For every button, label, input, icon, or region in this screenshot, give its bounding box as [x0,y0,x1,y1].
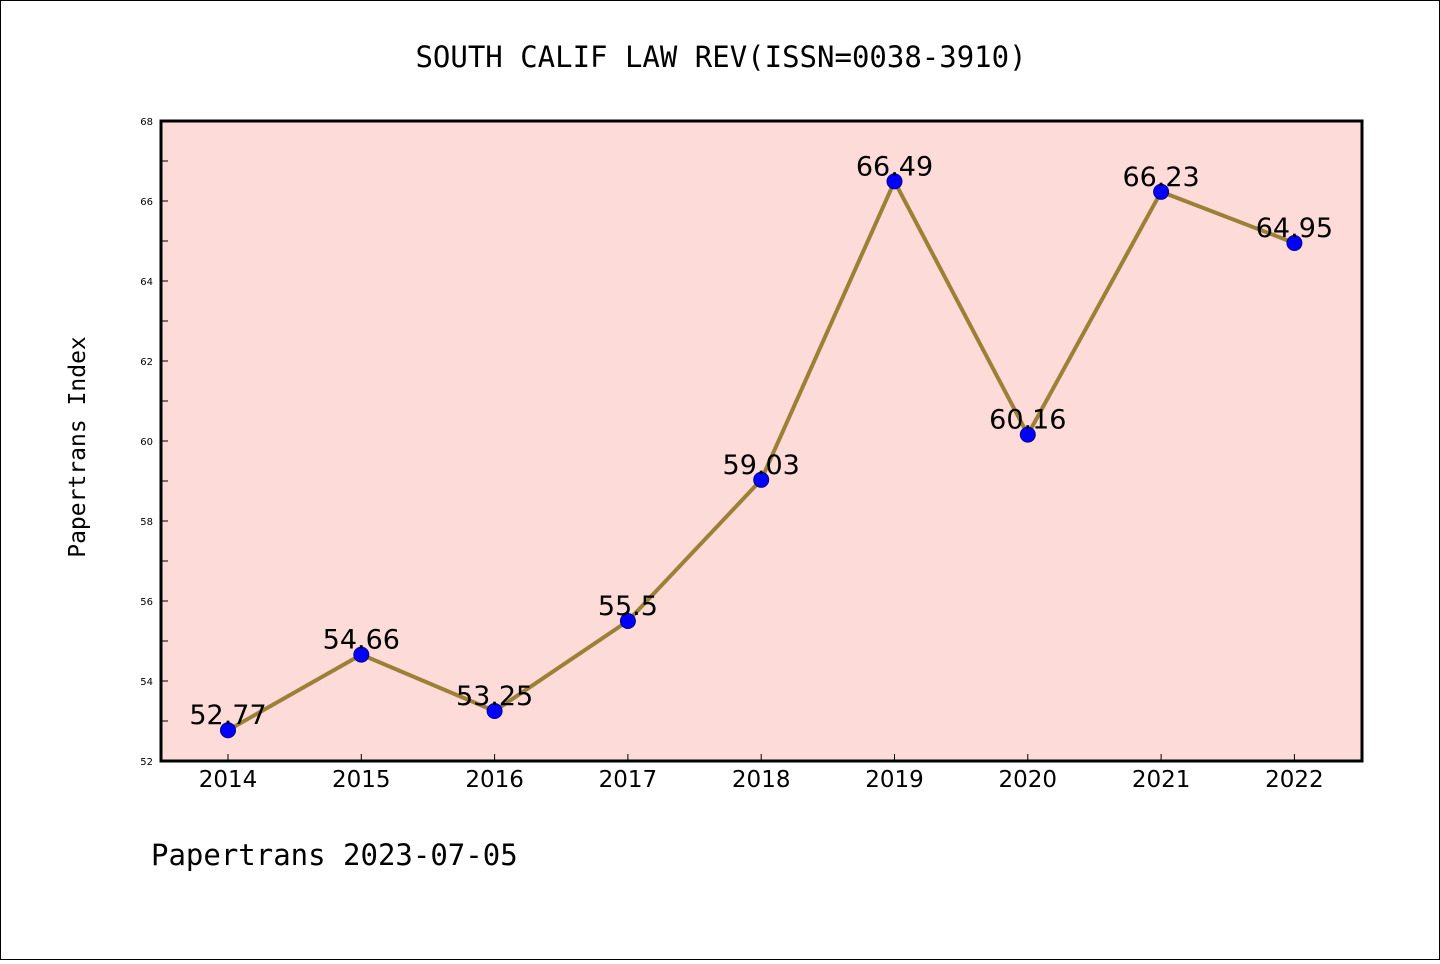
y-tick-label: 62 [140,357,153,368]
x-axis-ticks: 2014 2015 2016 2017 2018 2019 2020 2021 2022 [199,754,1324,793]
x-tick-label: 2019 [865,767,924,793]
data-point-2015 [353,646,370,663]
data-markers [220,173,1303,739]
y-tick-label: 60 [140,437,153,448]
y-tick-label: 58 [140,517,153,528]
data-label-2018: 59.03 [723,450,800,481]
x-tick-label: 2015 [332,767,391,793]
data-label-2017: 55.5 [598,591,658,622]
data-labels: 52.77 54.66 53.25 55.5 59.03 66.49 60.16 66.23 6… [189,151,1333,731]
data-label-2020: 60.16 [989,405,1066,436]
data-label-2014: 52.77 [189,700,266,731]
data-point-2014 [220,722,236,739]
y-tick-label: 68 [140,117,153,128]
x-tick-label: 2014 [199,767,258,793]
data-point-2017 [619,613,636,629]
x-tick-label: 2021 [1132,767,1191,793]
data-point-2021 [1153,183,1170,200]
y-tick-label: 66 [140,197,153,208]
chart-title: SOUTH CALIF LAW REV(ISSN=0038-3910) [415,40,1026,74]
data-label-2015: 54.66 [323,625,400,656]
data-point-2018 [753,471,770,488]
data-label-2022: 64.95 [1256,213,1333,244]
data-label-2019: 66.49 [856,151,933,182]
data-point-2019 [886,173,903,190]
data-point-2016 [486,703,503,719]
y-tick-label: 64 [140,277,153,288]
x-tick-label: 2016 [465,767,524,793]
data-point-2020 [1019,426,1036,443]
y-axis-label: Papertrans Index [65,336,91,558]
y-tick-label: 52 [140,757,153,768]
x-tick-label: 2022 [1265,767,1324,793]
y-tick-label: 56 [140,597,153,608]
y-tick-label: 54 [140,677,153,688]
x-tick-label: 2018 [732,767,791,793]
data-label-2016: 53.25 [456,681,533,712]
footer-text: Papertrans 2023-07-05 [151,838,518,872]
x-tick-label: 2020 [999,767,1058,793]
x-tick-label: 2017 [599,767,658,793]
plot-border [159,119,1364,763]
data-point-2022 [1286,235,1303,251]
data-label-2021: 66.23 [1122,162,1199,193]
